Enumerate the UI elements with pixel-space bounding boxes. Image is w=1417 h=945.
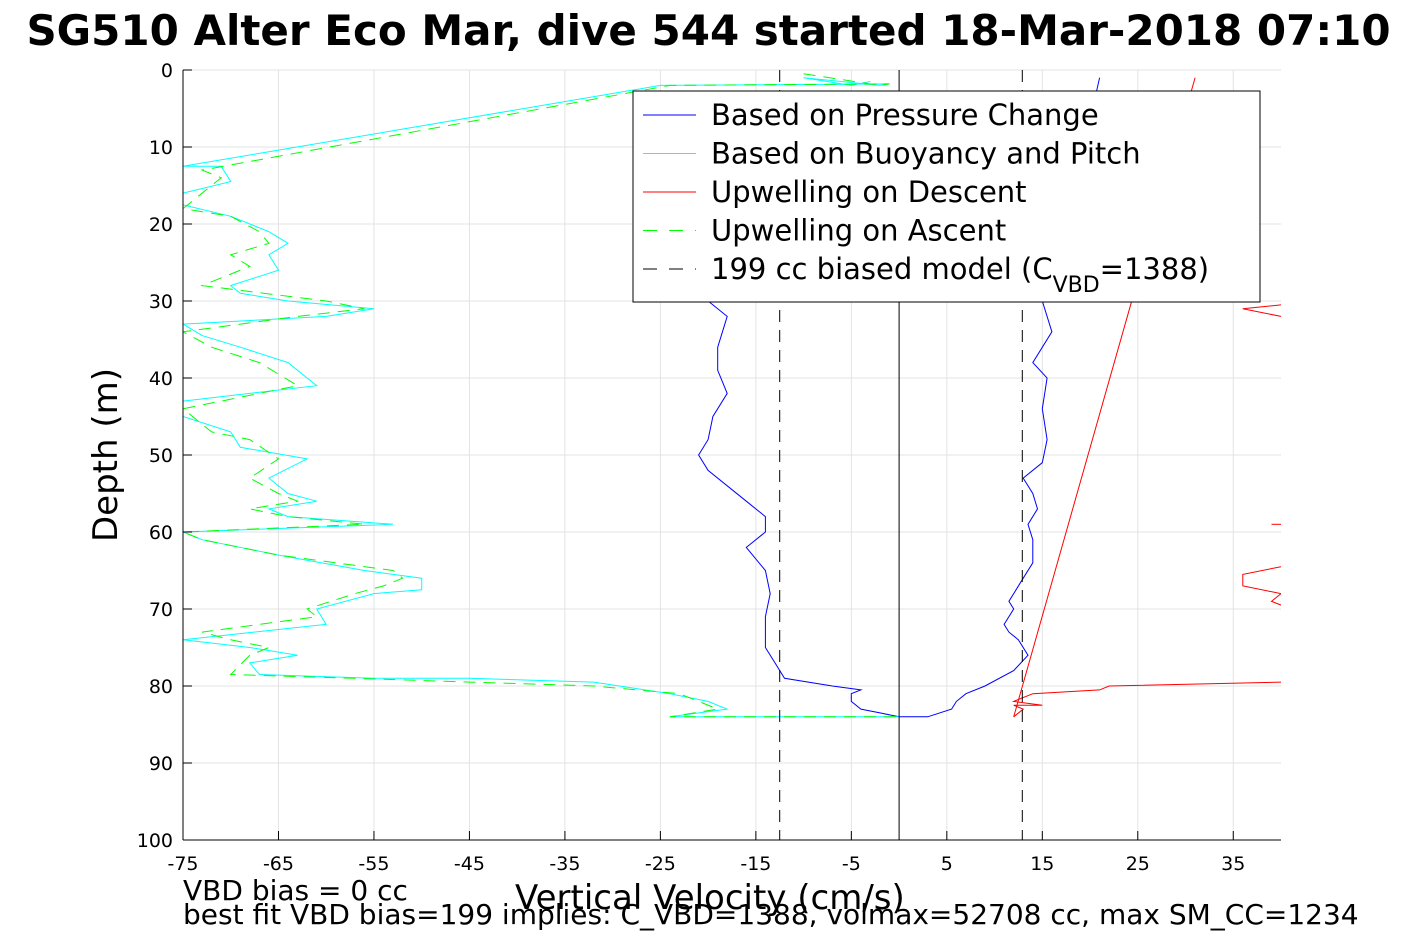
x-tick-label: -55 xyxy=(358,853,389,875)
series-line xyxy=(1242,304,1281,317)
x-tick-label: -15 xyxy=(740,853,771,875)
y-tick-label: 50 xyxy=(149,445,173,467)
series-line xyxy=(1011,681,1281,718)
legend-label: Based on Buoyancy and Pitch xyxy=(711,137,1141,171)
y-tick-label: 90 xyxy=(149,753,173,775)
legend-label: Upwelling on Descent xyxy=(711,175,1027,209)
chart-title: SG510 Alter Eco Mar, dive 544 started 18… xyxy=(26,6,1391,55)
x-tick-label: 5 xyxy=(941,853,953,875)
y-tick-label: 10 xyxy=(149,137,173,159)
x-tick-label: -25 xyxy=(645,853,676,875)
legend-label: 199 cc biased model (CVBD=1388) xyxy=(711,252,1209,298)
footer-best-fit: best fit VBD bias=199 implies: C_VBD=138… xyxy=(183,898,1359,931)
y-tick-label: 80 xyxy=(149,676,173,698)
x-tick-label: -65 xyxy=(263,853,294,875)
y-tick-label: 30 xyxy=(149,291,173,313)
series-line xyxy=(183,77,900,718)
x-tick-label: -75 xyxy=(167,853,198,875)
x-tick-label: 15 xyxy=(1030,853,1054,875)
x-axis-label: Vertical Velocity (cm/s) xyxy=(515,878,905,918)
legend-box xyxy=(632,90,1261,303)
y-tick-label: 60 xyxy=(149,522,173,544)
legend-label: Based on Pressure Change xyxy=(711,98,1099,132)
y-tick-label: 100 xyxy=(137,830,173,852)
x-tick-label: -35 xyxy=(549,853,580,875)
x-tick-label: -45 xyxy=(454,853,485,875)
y-tick-label: 40 xyxy=(149,368,173,390)
y-tick-label: 20 xyxy=(149,214,173,236)
x-tick-label: -5 xyxy=(842,853,861,875)
series-line xyxy=(1242,566,1281,606)
y-tick-label: 0 xyxy=(161,60,173,82)
y-axis-label: Depth (m) xyxy=(86,368,126,542)
x-tick-label: 25 xyxy=(1126,853,1150,875)
legend: Based on Pressure Change Based on Buoyanc… xyxy=(632,90,1261,303)
footer-vbd-bias: VBD bias = 0 cc xyxy=(183,874,408,907)
x-tick-label: 35 xyxy=(1221,853,1245,875)
y-tick-label: 70 xyxy=(149,599,173,621)
legend-label: Upwelling on Ascent xyxy=(711,214,1006,248)
